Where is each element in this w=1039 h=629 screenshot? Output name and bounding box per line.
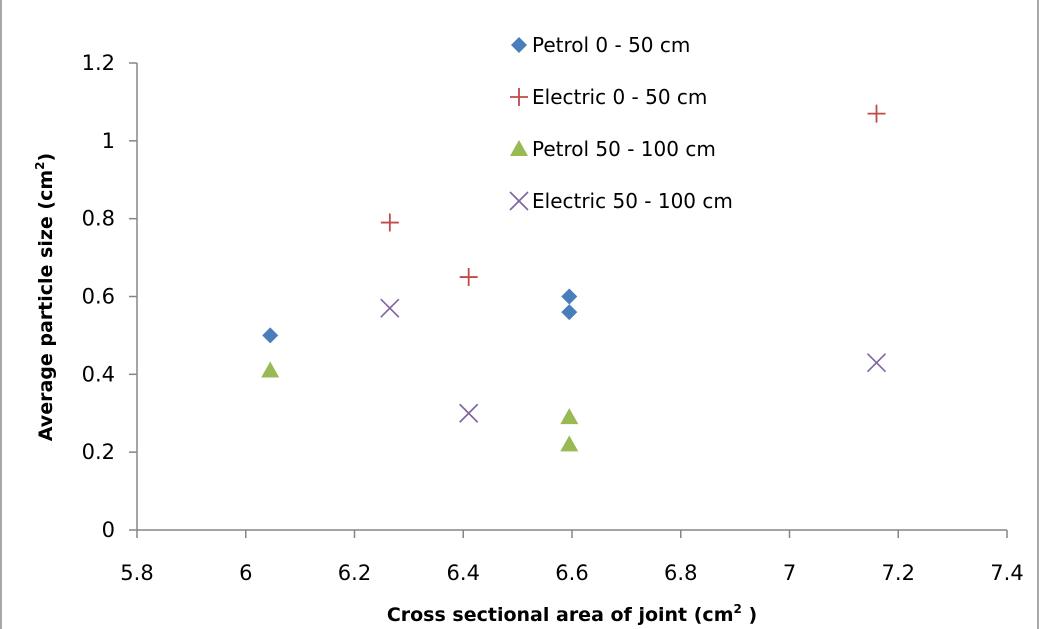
- y-tick-label: 0.6: [82, 285, 115, 309]
- legend-label: Electric 50 - 100 cm: [532, 189, 733, 213]
- y-axis-title: Average particle size (cm2): [33, 153, 57, 441]
- plot-marks: [261, 104, 887, 452]
- x-tick-label: 6.2: [338, 561, 371, 585]
- series-1: [262, 288, 578, 344]
- legend-item: Electric 0 - 50 cm: [510, 85, 707, 109]
- x-tick-label: 6.4: [447, 561, 480, 585]
- legend-marker: [511, 37, 527, 53]
- legend-item: Petrol 50 - 100 cm: [510, 137, 716, 161]
- legend-marker: [509, 191, 529, 211]
- data-point: [561, 288, 578, 305]
- legend-item: Electric 50 - 100 cm: [509, 189, 733, 213]
- y-tick-label: 0.8: [82, 207, 115, 231]
- data-point: [459, 268, 478, 287]
- data-point: [261, 361, 280, 378]
- data-point: [380, 298, 400, 318]
- x-tick-label: 7.4: [990, 561, 1023, 585]
- legend: Petrol 0 - 50 cm Electric 0 - 50 cm Petrol…: [509, 33, 733, 213]
- data-point: [459, 403, 479, 423]
- x-tick-label: 7: [783, 561, 796, 585]
- data-point: [561, 304, 578, 321]
- x-axis-title: Cross sectional area of joint (cm2 ): [387, 602, 757, 626]
- y-tick-label: 0.2: [82, 440, 115, 464]
- data-point: [867, 104, 886, 123]
- x-tick-label: 6: [239, 561, 252, 585]
- data-point: [560, 408, 579, 425]
- legend-item: Petrol 0 - 50 cm: [511, 33, 690, 57]
- data-point: [866, 353, 887, 373]
- data-point: [560, 435, 579, 452]
- y-tick-label: 1: [102, 129, 115, 153]
- legend-label: Petrol 50 - 100 cm: [532, 137, 716, 161]
- x-tick-label: 6.6: [555, 561, 588, 585]
- series-2: [380, 104, 886, 287]
- legend-label: Petrol 0 - 50 cm: [532, 33, 690, 57]
- y-tick-label: 1.2: [82, 51, 115, 75]
- y-tick-label: 0.4: [82, 362, 115, 386]
- legend-marker: [510, 140, 528, 156]
- x-tick-label: 5.8: [120, 561, 153, 585]
- x-axis: 5.8 6 6.2 6.4 6.6 6.8 7 7.2 7.4: [120, 529, 1024, 585]
- series-4: [380, 298, 887, 423]
- data-point: [380, 213, 399, 232]
- y-tick-label: 0: [102, 518, 115, 542]
- series-3: [261, 361, 579, 452]
- x-tick-label: 6.8: [664, 561, 697, 585]
- legend-label: Electric 0 - 50 cm: [532, 85, 707, 109]
- x-tick-label: 7.2: [882, 561, 915, 585]
- y-axis: 0 0.2 0.4 0.6 0.8 1 1.2: [82, 51, 138, 542]
- legend-marker: [510, 88, 528, 106]
- data-point: [262, 327, 279, 344]
